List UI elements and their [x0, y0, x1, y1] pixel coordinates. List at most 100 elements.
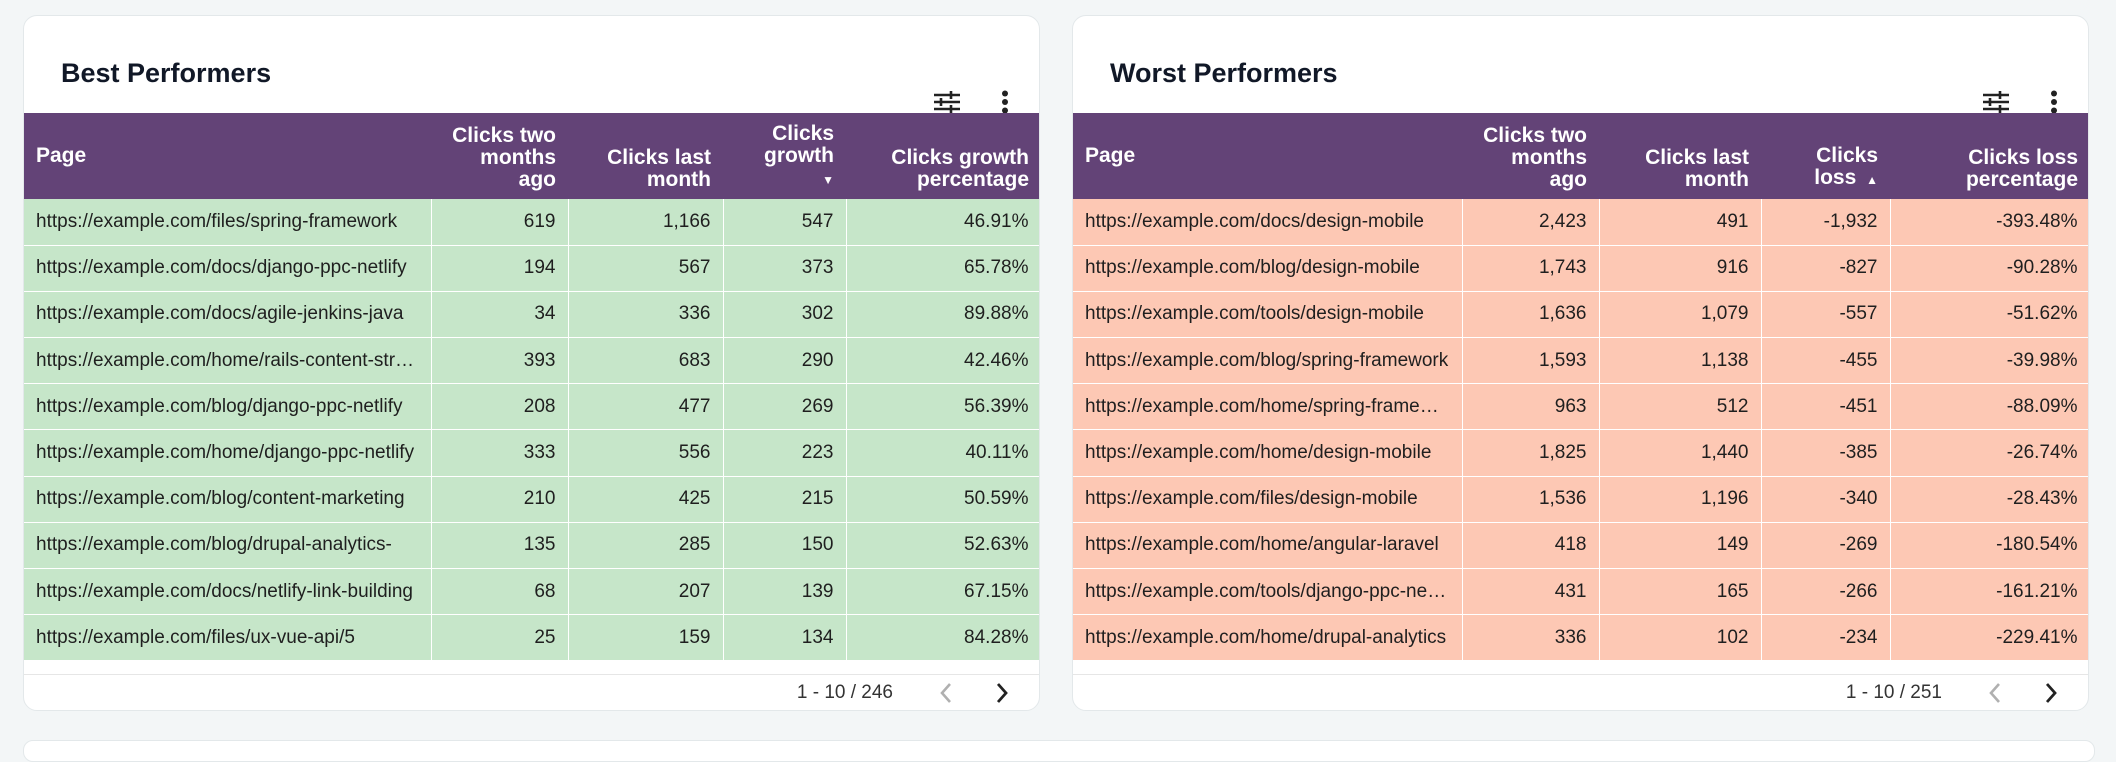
column-header-clicks-last-month[interactable]: Clicks last month	[607, 146, 711, 191]
cell-clicks-loss: -455	[1761, 337, 1891, 385]
table-row[interactable]: https://example.com/home/design-mobile 1,…	[1073, 429, 2088, 477]
chevron-right-icon[interactable]	[2034, 676, 2068, 710]
table-row[interactable]: https://example.com/home/spring-framewor…	[1073, 383, 2088, 431]
column-header-clicks-two-months-ago[interactable]: Clicks two months ago	[1483, 124, 1587, 191]
column-header-page[interactable]: Page	[1085, 144, 1136, 167]
cell-clicks-loss: -451	[1761, 383, 1891, 431]
table-row[interactable]: https://example.com/home/django-ppc-netl…	[24, 429, 1039, 477]
cell-page-url: https://example.com/blog/drupal-analytic…	[24, 522, 432, 570]
cell-clicks-last-month: 102	[1599, 614, 1762, 662]
cell-clicks-last-month: 149	[1599, 522, 1762, 570]
cell-clicks-growth-percentage: 52.63%	[846, 522, 1039, 570]
column-header-clicks-loss-percentage[interactable]: Clicks loss percentage	[1965, 146, 2078, 191]
cell-clicks-two-months-ago: 1,593	[1462, 337, 1600, 385]
cell-clicks-two-months-ago: 1,536	[1462, 476, 1600, 523]
cell-clicks-growth-percentage: 56.39%	[846, 383, 1039, 431]
table-row[interactable]: https://example.com/blog/design-mobile 1,…	[1073, 245, 2088, 292]
pagination-range: 1 - 10 / 251	[1845, 681, 1942, 703]
cell-clicks-growth-percentage: 42.46%	[846, 337, 1039, 385]
clicks-growth-label: Clicks growth	[764, 122, 834, 167]
cell-page-url: https://example.com/tools/django-ppc-net…	[1073, 568, 1463, 616]
table-row[interactable]: https://example.com/docs/django-ppc-netl…	[24, 245, 1039, 292]
cell-clicks-growth: 269	[723, 383, 847, 431]
table-row[interactable]: https://example.com/files/design-mobile 1…	[1073, 476, 2088, 523]
cell-clicks-last-month: 556	[568, 429, 724, 477]
worst-performers-card: Worst Performers	[1072, 15, 2089, 711]
cell-clicks-last-month: 1,138	[1599, 337, 1762, 385]
cell-page-url: https://example.com/home/django-ppc-netl…	[24, 429, 432, 477]
cell-clicks-loss-percentage: -28.43%	[1890, 476, 2088, 523]
cell-clicks-loss-percentage: -88.09%	[1890, 383, 2088, 431]
cell-page-url: https://example.com/tools/design-mobile	[1073, 291, 1463, 339]
cell-clicks-two-months-ago: 619	[431, 199, 569, 246]
cell-page-url: https://example.com/files/ux-vue-api/5	[24, 614, 432, 662]
cell-page-url: https://example.com/home/rails-content-s…	[24, 337, 432, 385]
cell-page-url: https://example.com/docs/design-mobile	[1073, 199, 1463, 246]
table-row[interactable]: https://example.com/blog/spring-framewor…	[1073, 337, 2088, 385]
table-row[interactable]: https://example.com/docs/netlify-link-bu…	[24, 568, 1039, 616]
more-vert-icon[interactable]	[2034, 82, 2074, 122]
table-row[interactable]: https://example.com/tools/design-mobile 1…	[1073, 291, 2088, 339]
cell-clicks-two-months-ago: 963	[1462, 383, 1600, 431]
table-header-row: Page Clicks two months ago Clicks last m…	[1073, 113, 2088, 199]
cell-page-url: https://example.com/home/spring-framewor…	[1073, 383, 1463, 431]
table-row[interactable]: https://example.com/blog/drupal-analytic…	[24, 522, 1039, 570]
column-header-clicks-loss[interactable]: Clicks loss ▲	[1761, 113, 1890, 199]
cell-page-url: https://example.com/home/angular-laravel	[1073, 522, 1463, 570]
cell-clicks-two-months-ago: 210	[431, 476, 569, 523]
worst-table-body: https://example.com/docs/design-mobile 2,…	[1073, 199, 2088, 662]
cell-clicks-growth: 547	[723, 199, 847, 246]
cell-clicks-last-month: 683	[568, 337, 724, 385]
filter-sliders-icon[interactable]	[1976, 82, 2016, 122]
cell-clicks-last-month: 159	[568, 614, 724, 662]
cell-clicks-last-month: 336	[568, 291, 724, 339]
worst-pagination: 1 - 10 / 251	[1073, 674, 2088, 710]
table-row[interactable]: https://example.com/files/spring-framewo…	[24, 199, 1039, 246]
table-row[interactable]: https://example.com/home/drupal-analytic…	[1073, 614, 2088, 662]
table-row[interactable]: https://example.com/files/ux-vue-api/5 25…	[24, 614, 1039, 662]
column-header-page[interactable]: Page	[36, 144, 87, 167]
chevron-left-icon[interactable]	[929, 676, 963, 710]
chevron-right-icon[interactable]	[985, 676, 1019, 710]
table-row[interactable]: https://example.com/home/rails-content-s…	[24, 337, 1039, 385]
clicks-loss-label: Clicks loss	[1814, 144, 1878, 189]
cell-clicks-last-month: 425	[568, 476, 724, 523]
cell-clicks-growth: 302	[723, 291, 847, 339]
cell-page-url: https://example.com/blog/spring-framewor…	[1073, 337, 1463, 385]
table-row[interactable]: https://example.com/blog/django-ppc-netl…	[24, 383, 1039, 431]
cell-clicks-last-month: 165	[1599, 568, 1762, 616]
cell-page-url: https://example.com/files/design-mobile	[1073, 476, 1463, 523]
cell-clicks-loss-percentage: -180.54%	[1890, 522, 2088, 570]
column-header-clicks-two-months-ago[interactable]: Clicks two months ago	[452, 124, 556, 191]
column-header-clicks-growth-percentage[interactable]: Clicks growth percentage	[891, 146, 1029, 191]
cell-clicks-growth-percentage: 89.88%	[846, 291, 1039, 339]
chevron-left-icon[interactable]	[1978, 676, 2012, 710]
cell-page-url: https://example.com/home/design-mobile	[1073, 429, 1463, 477]
table-row[interactable]: https://example.com/tools/django-ppc-net…	[1073, 568, 2088, 616]
column-header-clicks-growth[interactable]: Clicks growth ▼	[723, 113, 846, 199]
more-vert-icon[interactable]	[985, 82, 1025, 122]
cell-clicks-loss-percentage: -26.74%	[1890, 429, 2088, 477]
cell-clicks-two-months-ago: 1,825	[1462, 429, 1600, 477]
cell-clicks-growth-percentage: 65.78%	[846, 245, 1039, 292]
cell-clicks-loss: -266	[1761, 568, 1891, 616]
cell-clicks-loss: -827	[1761, 245, 1891, 292]
cell-clicks-loss: -557	[1761, 291, 1891, 339]
cell-clicks-two-months-ago: 1,636	[1462, 291, 1600, 339]
table-row[interactable]: https://example.com/blog/content-marketi…	[24, 476, 1039, 523]
cell-clicks-loss: -269	[1761, 522, 1891, 570]
cell-clicks-two-months-ago: 68	[431, 568, 569, 616]
cell-clicks-loss-percentage: -161.21%	[1890, 568, 2088, 616]
cell-clicks-growth: 150	[723, 522, 847, 570]
cell-clicks-two-months-ago: 333	[431, 429, 569, 477]
table-row[interactable]: https://example.com/docs/design-mobile 2,…	[1073, 199, 2088, 246]
cell-clicks-last-month: 285	[568, 522, 724, 570]
table-row[interactable]: https://example.com/docs/agile-jenkins-j…	[24, 291, 1039, 339]
cell-clicks-loss: -340	[1761, 476, 1891, 523]
table-row[interactable]: https://example.com/home/angular-laravel…	[1073, 522, 2088, 570]
worst-performers-title: Worst Performers	[1110, 58, 1338, 88]
cell-page-url: https://example.com/blog/content-marketi…	[24, 476, 432, 523]
cell-page-url: https://example.com/docs/agile-jenkins-j…	[24, 291, 432, 339]
column-header-clicks-last-month[interactable]: Clicks last month	[1645, 146, 1749, 191]
filter-sliders-icon[interactable]	[927, 82, 967, 122]
